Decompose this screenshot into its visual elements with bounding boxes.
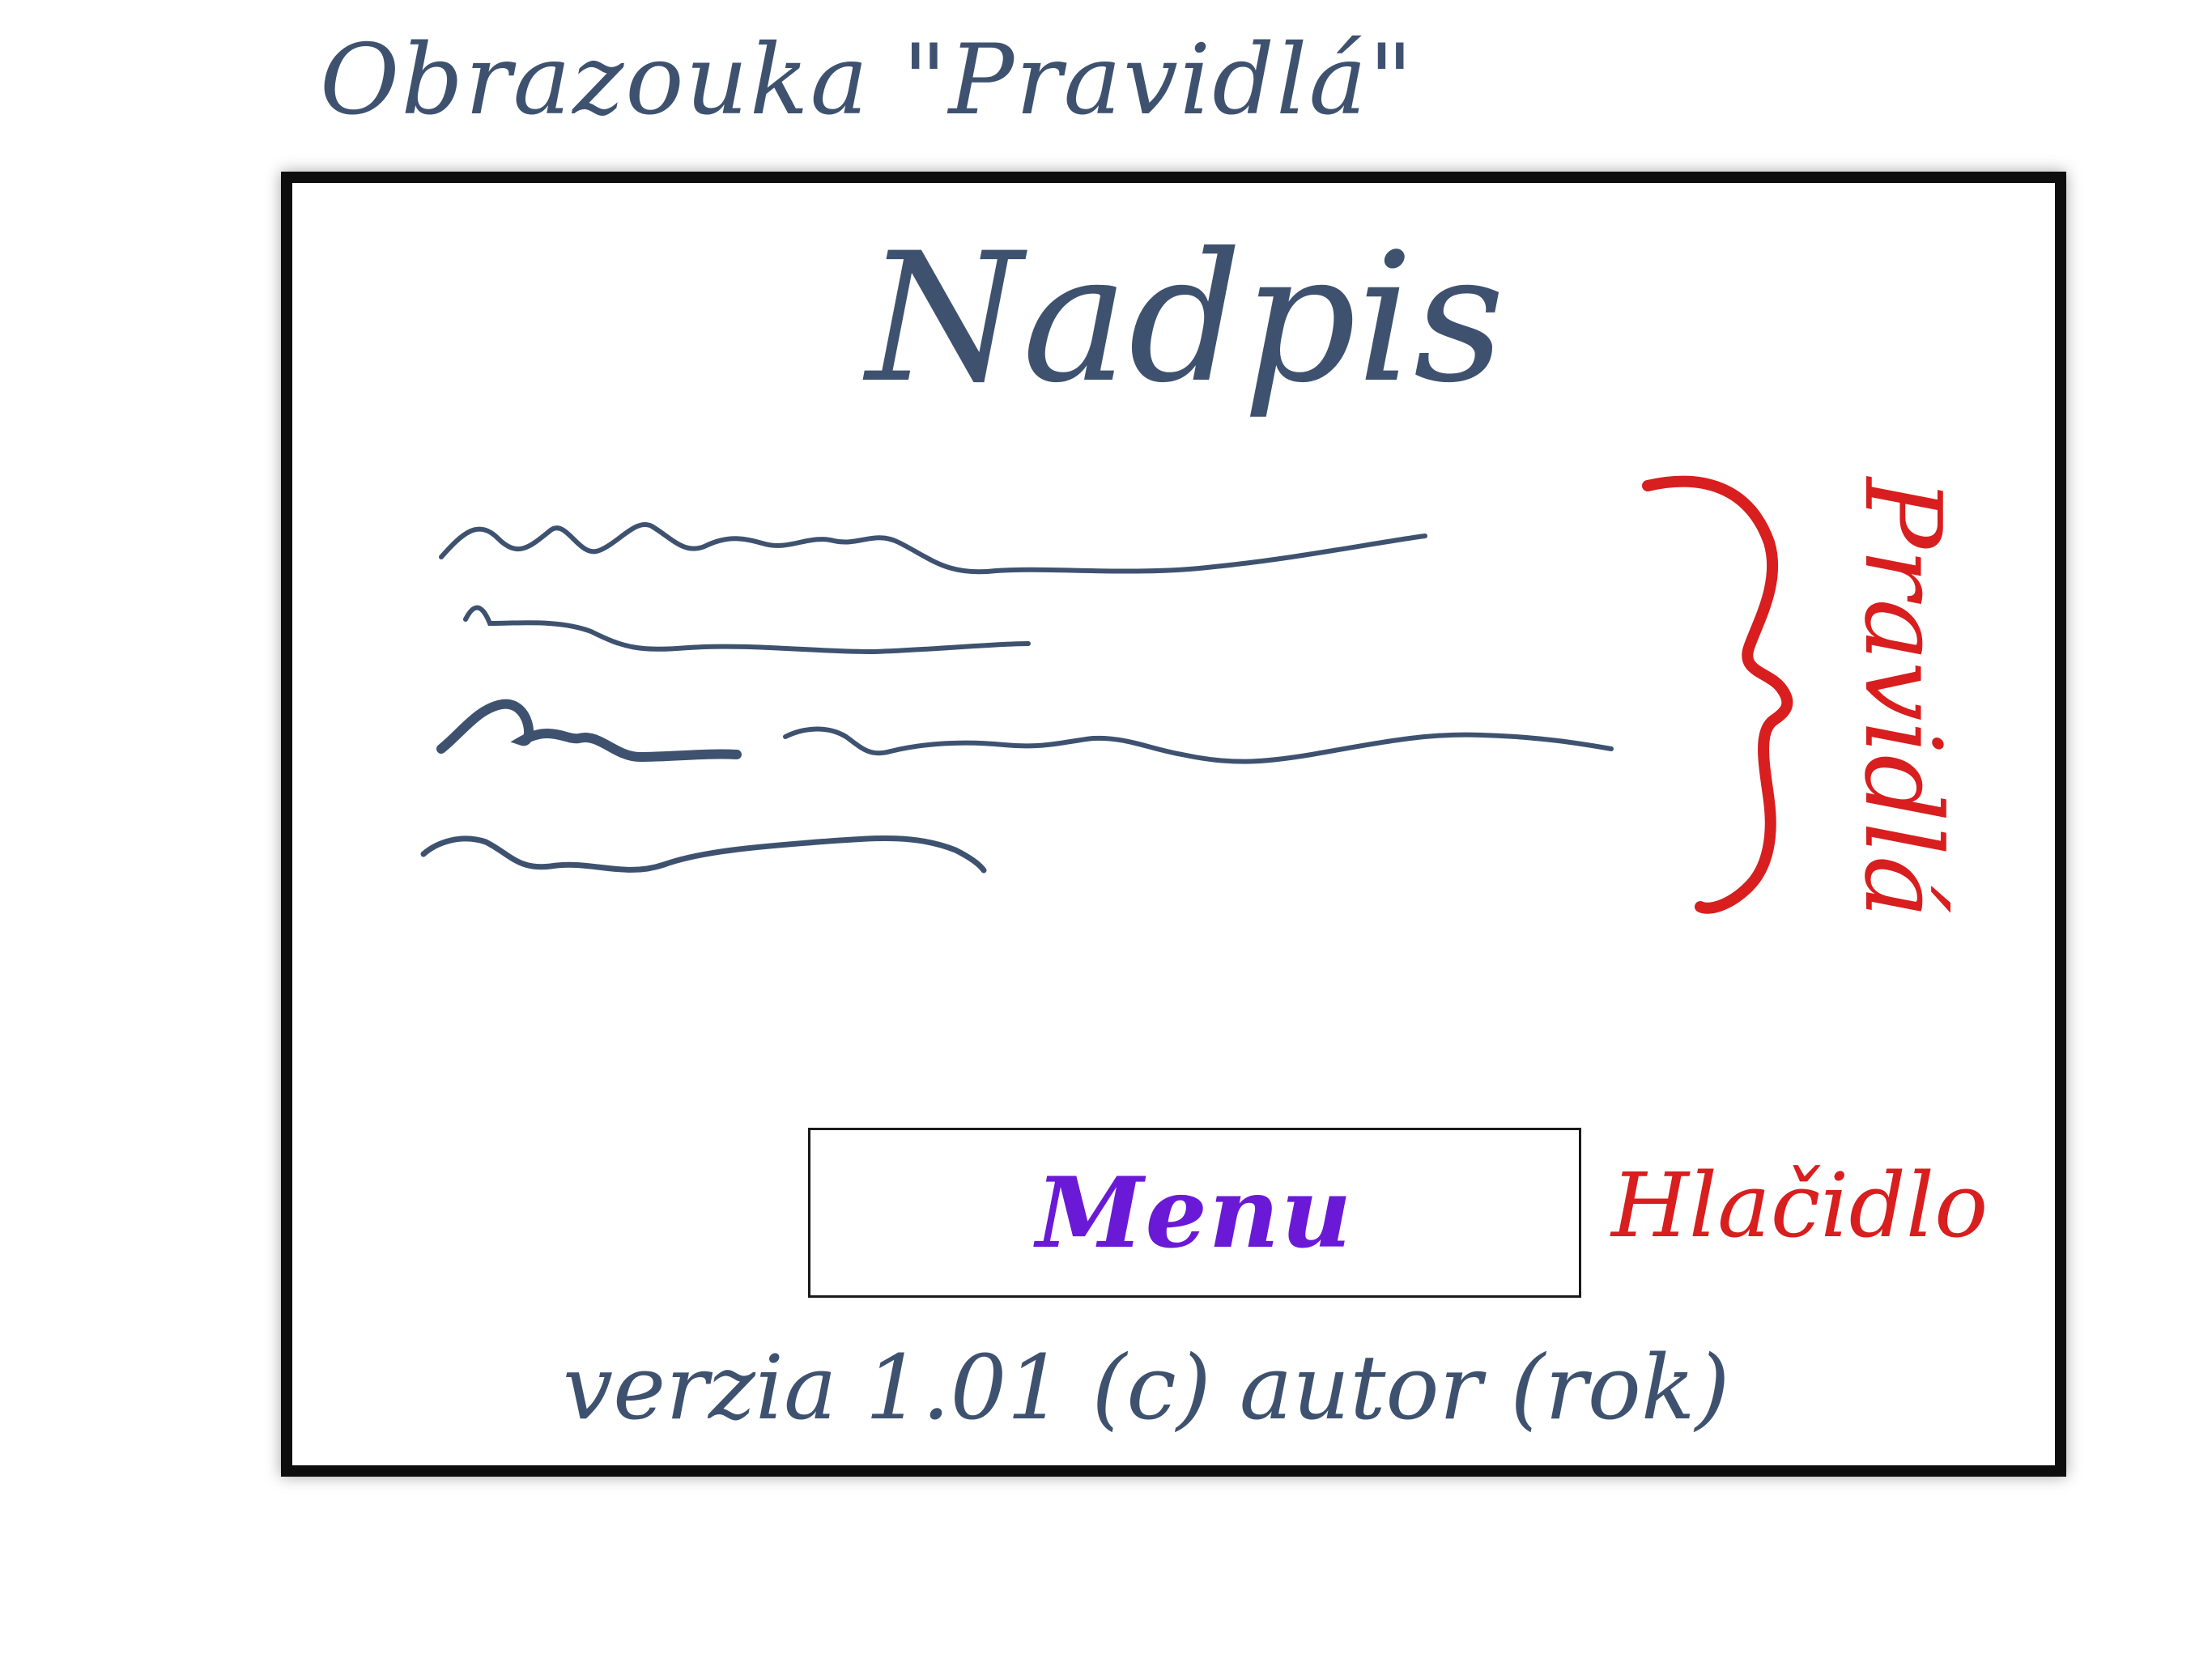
footer-version: verzia 1.01 (c) autor (rok): [563, 1336, 1730, 1439]
rules-line-1: [439, 522, 1427, 575]
rules-line-3b: [783, 726, 1614, 764]
sketch-title: Obrazouka "Pravidlá": [320, 24, 1415, 137]
menu-button[interactable]: Menu: [808, 1128, 1581, 1298]
rules-brace: [1642, 475, 1793, 914]
rules-brace-curve: [1642, 475, 1793, 914]
menu-button-label: Menu: [1036, 1155, 1354, 1270]
rules-line-4: [420, 835, 987, 874]
rules-line-3a: [436, 699, 742, 763]
button-annotation: Hlačidlo: [1611, 1154, 1989, 1257]
rules-line-2: [463, 605, 1031, 655]
rules-side-label: Pravidlá: [1841, 478, 1964, 919]
screen-heading: Nadpis: [866, 215, 1505, 422]
